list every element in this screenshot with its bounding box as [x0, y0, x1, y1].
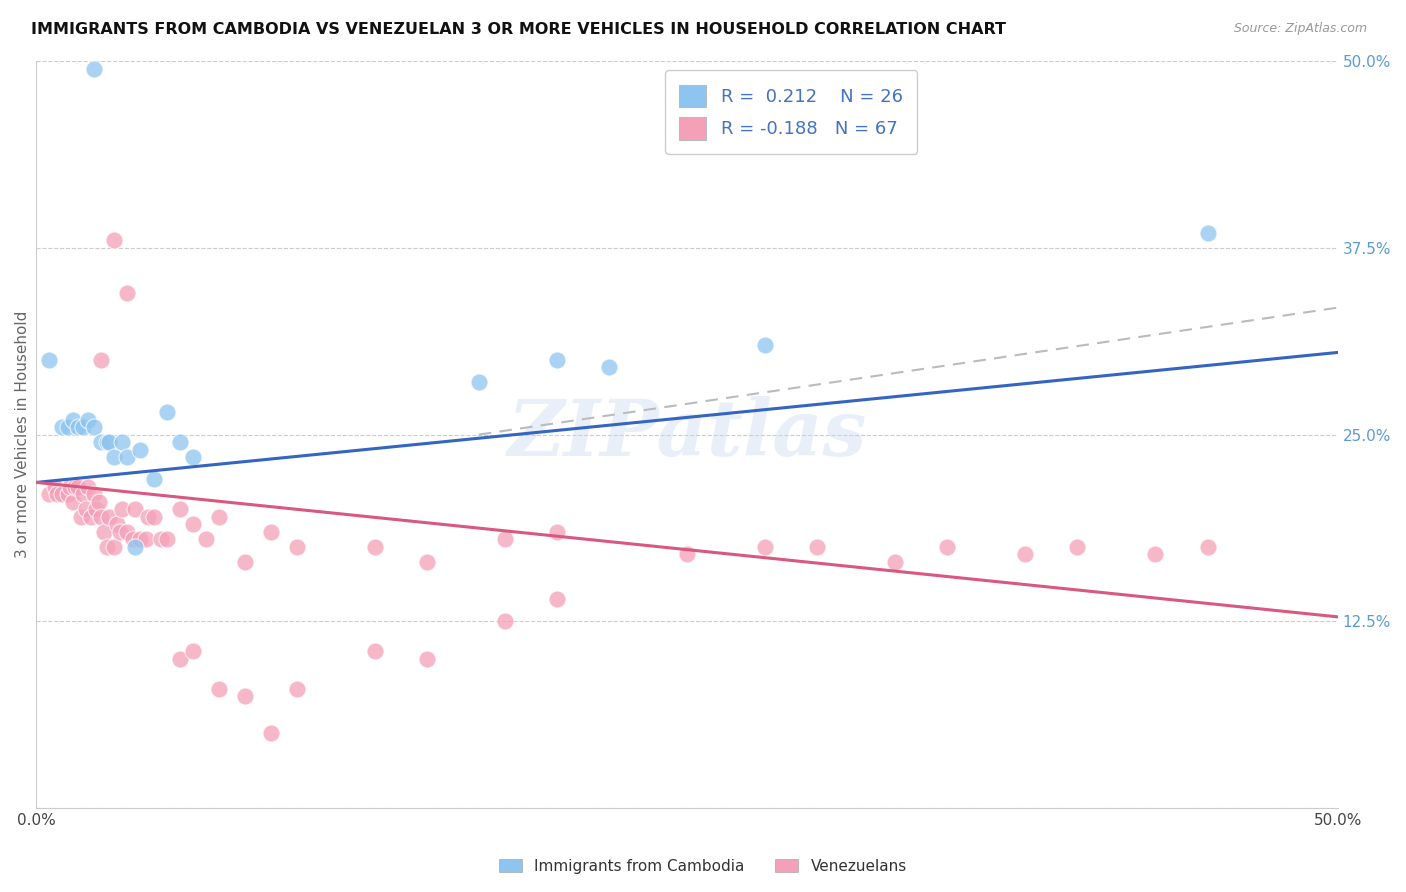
Point	[129, 532, 152, 546]
Point	[207, 681, 229, 696]
Point	[754, 338, 776, 352]
Point	[90, 435, 112, 450]
Point	[90, 509, 112, 524]
Point	[38, 352, 60, 367]
Point	[124, 540, 146, 554]
Point	[155, 532, 177, 546]
Point	[77, 412, 100, 426]
Point	[142, 472, 165, 486]
Point	[72, 420, 94, 434]
Point	[285, 681, 308, 696]
Point	[169, 435, 191, 450]
Point	[83, 420, 105, 434]
Point	[117, 450, 139, 464]
Point	[364, 540, 387, 554]
Point	[77, 480, 100, 494]
Point	[103, 450, 125, 464]
Point	[62, 412, 84, 426]
Point	[1066, 540, 1088, 554]
Legend: Immigrants from Cambodia, Venezuelans: Immigrants from Cambodia, Venezuelans	[494, 853, 912, 880]
Point	[169, 651, 191, 665]
Point	[207, 509, 229, 524]
Point	[181, 517, 204, 532]
Point	[117, 524, 139, 539]
Point	[416, 651, 439, 665]
Point	[90, 352, 112, 367]
Point	[494, 532, 516, 546]
Point	[83, 487, 105, 501]
Point	[65, 480, 87, 494]
Point	[233, 555, 256, 569]
Legend: R =  0.212    N = 26, R = -0.188   N = 67: R = 0.212 N = 26, R = -0.188 N = 67	[665, 70, 917, 154]
Point	[111, 435, 134, 450]
Point	[364, 644, 387, 658]
Point	[181, 644, 204, 658]
Point	[69, 509, 91, 524]
Point	[103, 234, 125, 248]
Point	[98, 509, 121, 524]
Point	[44, 480, 66, 494]
Text: Source: ZipAtlas.com: Source: ZipAtlas.com	[1233, 22, 1367, 36]
Text: ZIPatlas: ZIPatlas	[508, 396, 866, 473]
Point	[233, 689, 256, 703]
Point	[121, 532, 143, 546]
Point	[56, 420, 79, 434]
Point	[103, 540, 125, 554]
Point	[84, 502, 107, 516]
Point	[936, 540, 959, 554]
Point	[96, 540, 118, 554]
Point	[117, 285, 139, 300]
Point	[75, 502, 97, 516]
Point	[181, 450, 204, 464]
Point	[62, 495, 84, 509]
Point	[51, 487, 73, 501]
Point	[108, 524, 131, 539]
Point	[546, 524, 568, 539]
Point	[56, 487, 79, 501]
Point	[105, 517, 128, 532]
Point	[87, 495, 110, 509]
Point	[1144, 547, 1167, 561]
Point	[136, 509, 159, 524]
Point	[51, 420, 73, 434]
Point	[93, 524, 115, 539]
Point	[124, 502, 146, 516]
Point	[98, 435, 121, 450]
Point	[884, 555, 907, 569]
Point	[155, 405, 177, 419]
Point	[80, 509, 103, 524]
Point	[150, 532, 173, 546]
Point	[38, 487, 60, 501]
Point	[676, 547, 699, 561]
Point	[72, 487, 94, 501]
Point	[806, 540, 828, 554]
Point	[259, 524, 281, 539]
Point	[546, 352, 568, 367]
Point	[1197, 540, 1219, 554]
Text: IMMIGRANTS FROM CAMBODIA VS VENEZUELAN 3 OR MORE VEHICLES IN HOUSEHOLD CORRELATI: IMMIGRANTS FROM CAMBODIA VS VENEZUELAN 3…	[31, 22, 1005, 37]
Point	[135, 532, 157, 546]
Point	[259, 726, 281, 740]
Point	[83, 62, 105, 76]
Point	[754, 540, 776, 554]
Point	[142, 509, 165, 524]
Point	[468, 376, 491, 390]
Point	[598, 360, 620, 375]
Point	[1014, 547, 1036, 561]
Y-axis label: 3 or more Vehicles in Household: 3 or more Vehicles in Household	[15, 311, 30, 558]
Point	[111, 502, 134, 516]
Point	[546, 591, 568, 606]
Point	[59, 480, 82, 494]
Point	[285, 540, 308, 554]
Point	[169, 502, 191, 516]
Point	[66, 420, 89, 434]
Point	[66, 480, 89, 494]
Point	[1197, 226, 1219, 240]
Point	[494, 615, 516, 629]
Point	[96, 435, 118, 450]
Point	[194, 532, 217, 546]
Point	[416, 555, 439, 569]
Point	[46, 487, 69, 501]
Point	[129, 442, 152, 457]
